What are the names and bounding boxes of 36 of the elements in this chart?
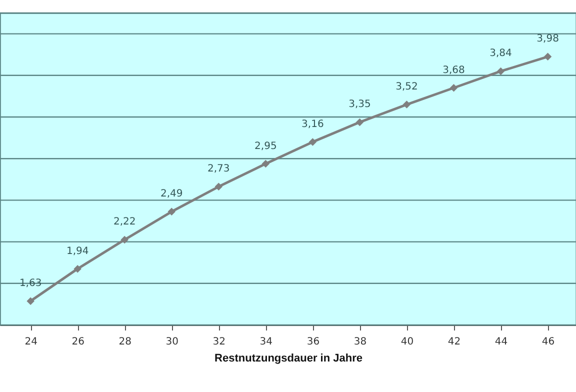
point [496, 67, 505, 76]
data-label: 3,68 [442, 64, 465, 76]
x-tick-label: 38 [354, 336, 367, 348]
point [544, 52, 552, 61]
x-tick-label: 36 [306, 336, 320, 348]
data-label: 2,49 [160, 188, 183, 200]
data-label: 3,52 [396, 82, 418, 93]
x-tick-label: 34 [260, 336, 273, 348]
x-tick-label: 26 [72, 336, 84, 348]
point [308, 138, 317, 146]
x-tick-label: 46 [542, 336, 555, 348]
x-tick-label: 24 [24, 336, 38, 348]
x-tick-label: 40 [400, 336, 414, 348]
data-label: 2,22 [113, 216, 136, 228]
point [74, 264, 82, 273]
x-tick-label: 42 [448, 336, 461, 348]
point [450, 84, 458, 92]
point [402, 100, 411, 108]
data-label: 2,95 [254, 140, 277, 152]
point [120, 236, 128, 244]
point [26, 297, 34, 305]
x-tick-label: 28 [118, 336, 132, 348]
x-axis-title: Restnutzungsdauer in Jahre [214, 352, 362, 364]
data-label: 3,98 [536, 34, 559, 45]
point [214, 182, 223, 191]
data-label: 3,84 [490, 48, 512, 60]
x-tick-label: 32 [212, 336, 226, 348]
data-label: 3,16 [302, 118, 324, 130]
x-tick-label: 44 [494, 336, 508, 348]
x-tick-label: 30 [166, 336, 178, 348]
data-label: 1,94 [66, 246, 89, 257]
data-label: 2,73 [208, 164, 230, 175]
point [168, 208, 176, 216]
point [356, 118, 364, 126]
point [262, 160, 270, 168]
data-label: 3,35 [348, 99, 371, 110]
